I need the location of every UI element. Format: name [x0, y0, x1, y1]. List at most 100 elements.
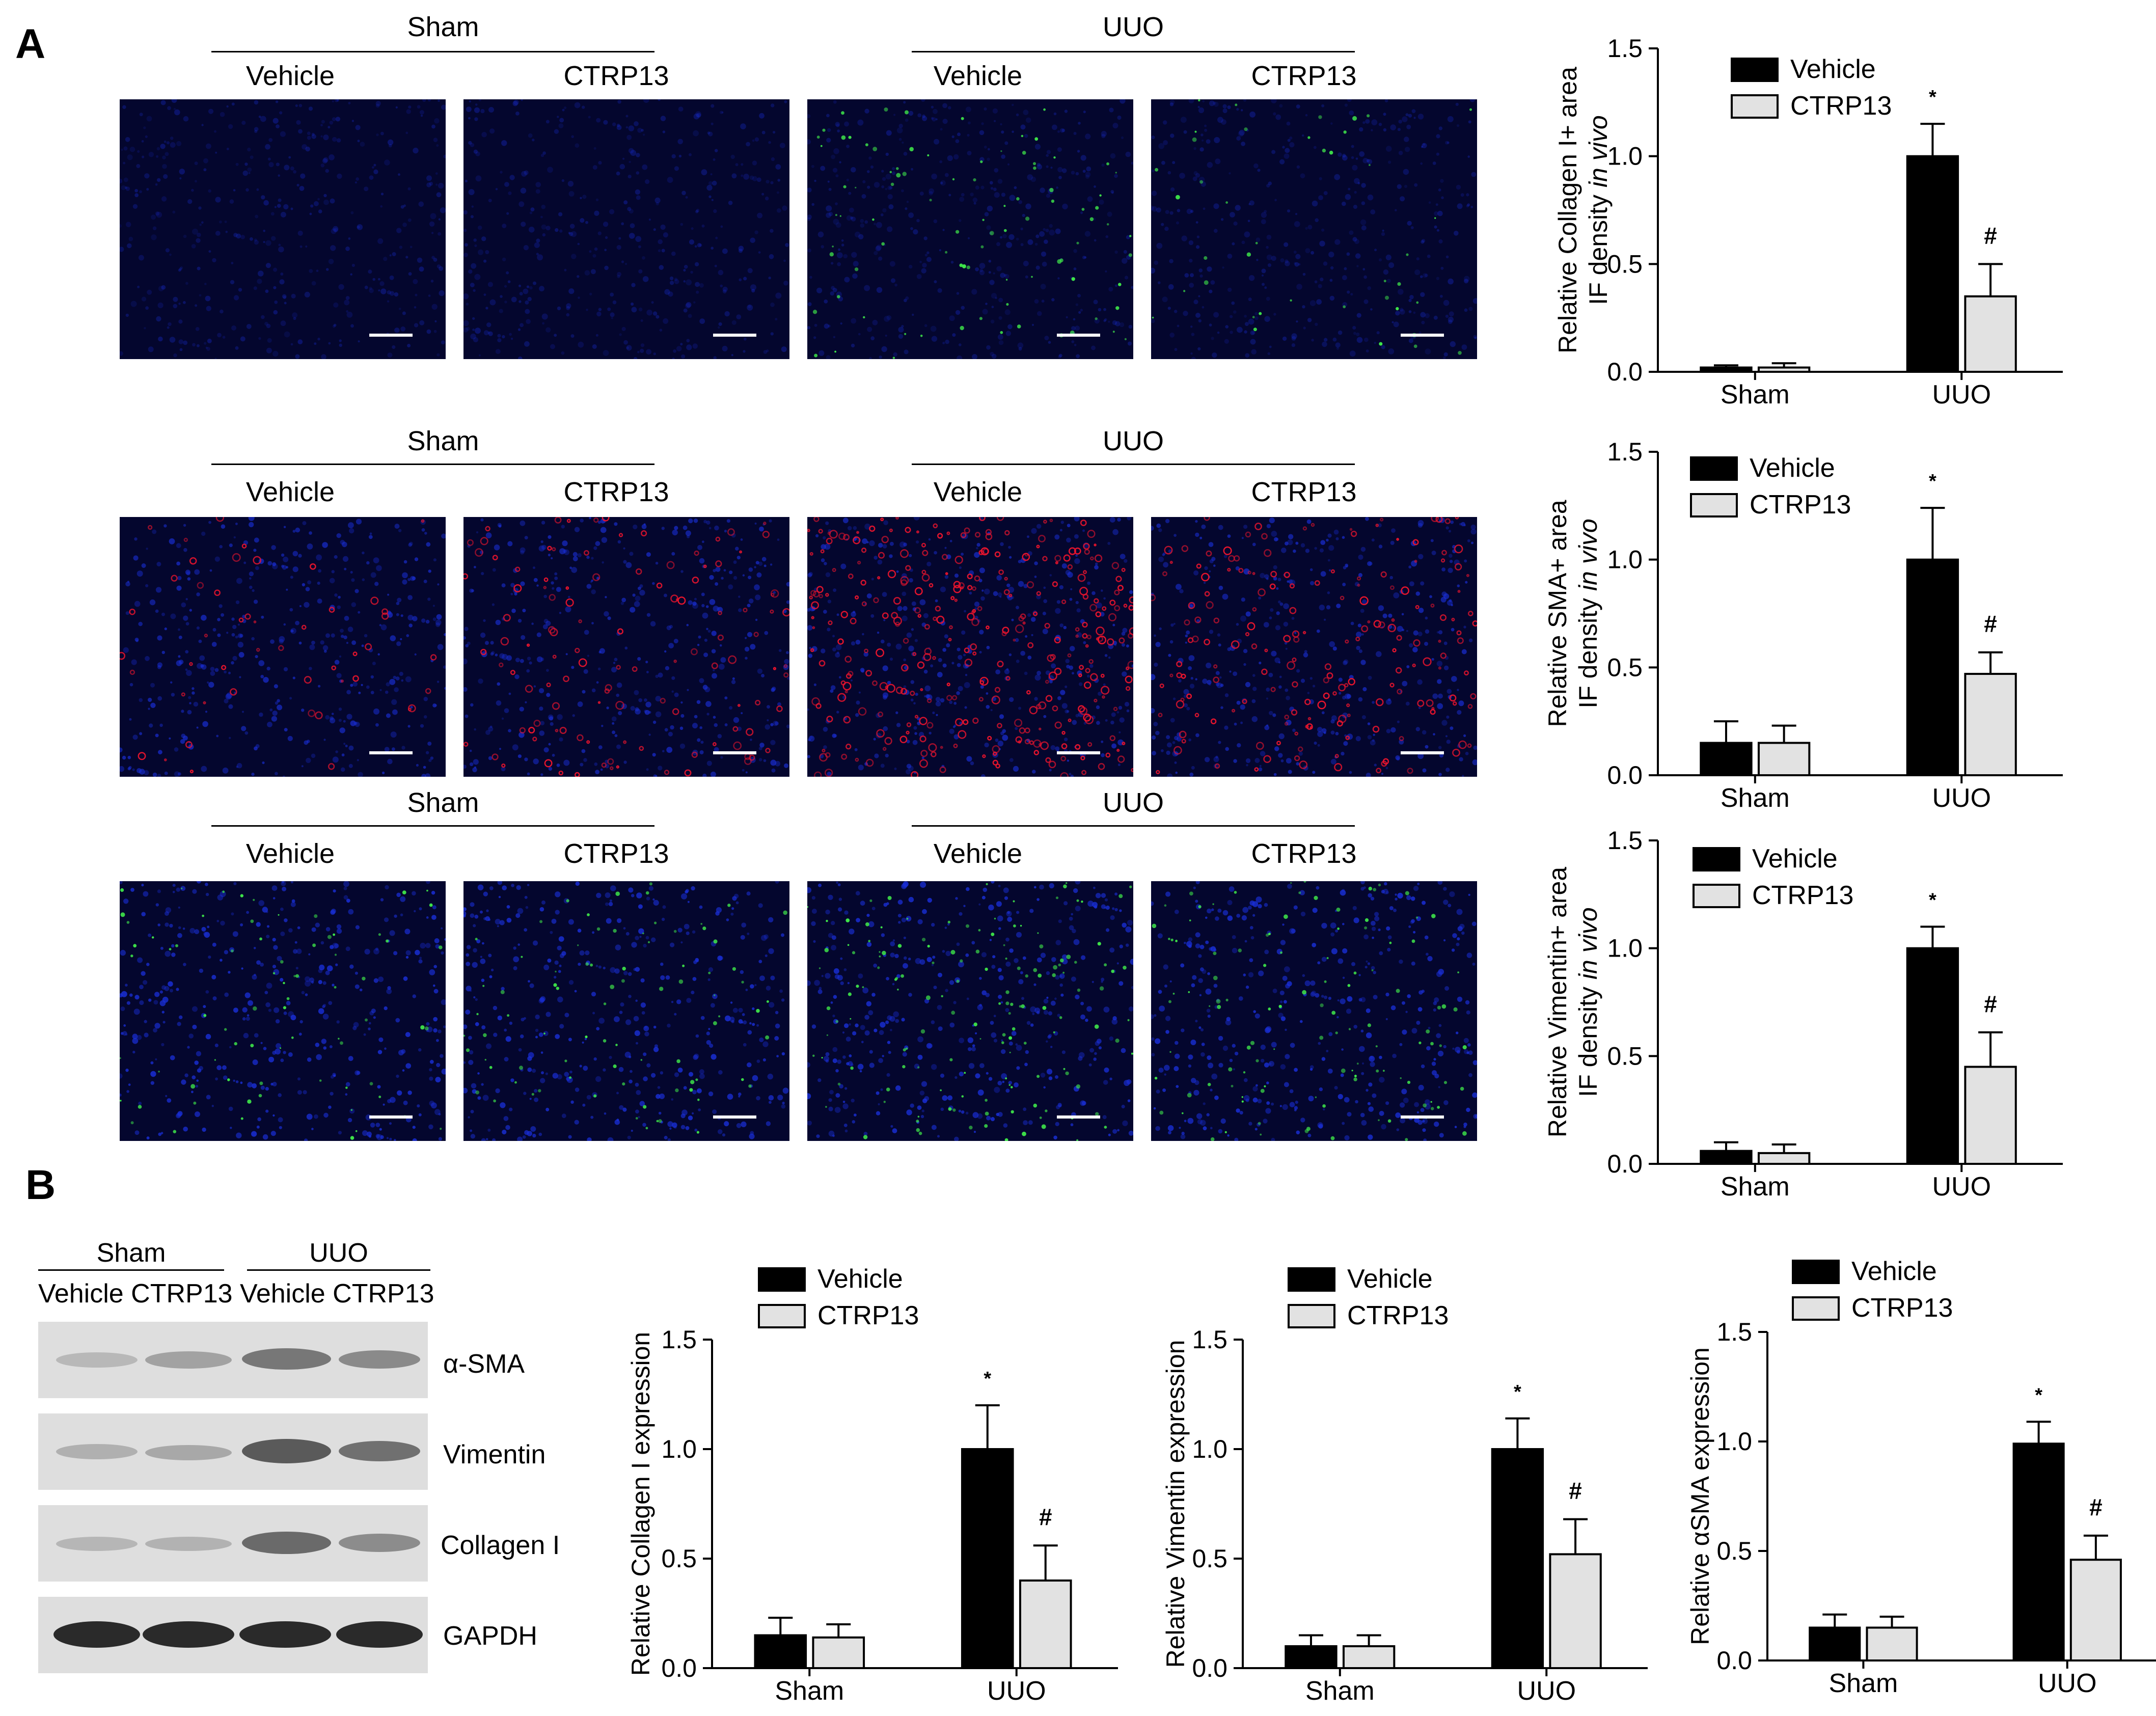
blot-lane-labels: Vehicle CTRP13 Vehicle CTRP13: [38, 1278, 434, 1309]
sma-if-legend-swatch-0: [1690, 456, 1738, 481]
vimentin-if-ytick-label-0: 0.0: [1607, 1150, 1643, 1178]
asma-wb-ytick-label-2: 1.0: [1716, 1427, 1752, 1456]
vimentin-if-bar-ctrp13-1: [1964, 1066, 2017, 1165]
sma-if-bar-vehicle-0: [1700, 742, 1753, 776]
collagen-wb-ytick-label-2: 1.0: [661, 1435, 697, 1463]
asma-wb-legend-label-1: CTRP13: [1851, 1293, 1953, 1323]
sma-if-sig-vehicle-1: *: [1929, 471, 1936, 492]
asma-wb-ytick-label-0: 0.0: [1716, 1646, 1752, 1675]
micrograph-r1-c4: [1151, 99, 1477, 359]
asma-wb-ylabel: Relative αSMA expression: [1686, 1347, 1714, 1645]
asma-wb-ytick-label-1: 0.5: [1716, 1537, 1752, 1565]
collagen-if-bar-vehicle-0: [1700, 366, 1753, 373]
sma-if-ytick-label-2: 1.0: [1607, 546, 1643, 574]
collagen-if-sig-vehicle-1: *: [1929, 87, 1936, 108]
blot-label-asma: α-SMA: [443, 1349, 525, 1379]
vimentin-wb-legend-swatch-0: [1288, 1267, 1335, 1292]
collagen-wb-legend-label-0: Vehicle: [817, 1264, 903, 1294]
row2-sham-ctrp13-label: CTRP13: [563, 477, 669, 507]
lane-label-ctrp13-1: CTRP13: [131, 1279, 233, 1309]
row1-uuo-vehicle-label: Vehicle: [933, 61, 1023, 91]
sma-if-legend-label-0: Vehicle: [1750, 453, 1835, 483]
asma-wb-legend-swatch-0: [1792, 1260, 1840, 1284]
collagen-if-xtick-label-1: UUO: [1932, 380, 1991, 410]
asma-wb-bar-ctrp13-1: [2069, 1559, 2122, 1661]
micrograph-r1-c2: [463, 99, 789, 359]
blot-uuo-header: UUO: [247, 1238, 430, 1268]
lane-label-vehicle-2: Vehicle: [240, 1279, 325, 1309]
row3-sham-group-label: Sham: [407, 787, 479, 818]
row2-uuo-group-label: UUO: [1103, 426, 1164, 456]
collagen-if-ylabel2: IF density in vivo: [1584, 115, 1613, 305]
vimentin-wb-bar-vehicle-0: [1285, 1645, 1338, 1669]
vimentin-if-xtick-label-0: Sham: [1721, 1172, 1790, 1202]
sma-if-legend-label-1: CTRP13: [1750, 490, 1851, 520]
vimentin-wb-sig-ctrp13-1: #: [1569, 1478, 1582, 1504]
sma-if-ytick-label-0: 0.0: [1607, 761, 1643, 789]
vimentin-wb-sig-vehicle-1: *: [1514, 1381, 1521, 1403]
vimentin-wb-bar-vehicle-1: [1491, 1448, 1544, 1669]
vimentin-if-legend-swatch-0: [1693, 847, 1740, 871]
asma-wb-sig-vehicle-1: *: [2035, 1384, 2042, 1406]
row3-uuo-vehicle-label: Vehicle: [933, 838, 1023, 869]
collagen-if-ytick-label-2: 1.0: [1607, 142, 1643, 171]
micrograph-r3-c3: [807, 881, 1133, 1141]
row2-uuo-group-line: [912, 464, 1355, 465]
collagen-if-ylabel: Relative Collagen I+ area: [1553, 67, 1582, 353]
collagen-if-xtick-label-0: Sham: [1721, 380, 1790, 410]
row2-sham-group-line: [211, 464, 654, 465]
collagen-if-legend-label-0: Vehicle: [1790, 55, 1876, 84]
row1-uuo-group-line: [912, 51, 1355, 52]
collagen-wb-legend-swatch-0: [758, 1267, 806, 1292]
collagen-if-legend-label-1: CTRP13: [1790, 91, 1892, 121]
collagen-wb-bar-vehicle-0: [754, 1634, 807, 1669]
micrograph-r2-c3: [807, 517, 1133, 777]
micrograph-r1-c1: [120, 99, 446, 359]
blot-sham-label: Sham: [96, 1238, 166, 1268]
asma-wb-bar-vehicle-1: [2012, 1442, 2065, 1662]
collagen-wb-legend-swatch-1: [758, 1304, 806, 1328]
micrograph-r2-c2: [463, 517, 789, 777]
blot-label-gapdh: GAPDH: [443, 1621, 537, 1651]
blot-uuo-label: UUO: [309, 1238, 368, 1268]
collagen-wb-bar-vehicle-1: [961, 1448, 1014, 1669]
sma-if-ytick-label-3: 1.5: [1607, 438, 1643, 466]
sma-if-legend-swatch-1: [1690, 493, 1738, 517]
collagen-wb-bar-ctrp13-0: [812, 1636, 865, 1670]
row1-uuo-group-label: UUO: [1103, 12, 1164, 42]
vimentin-wb-ytick-label-3: 1.5: [1192, 1325, 1227, 1354]
sma-if-bar-vehicle-1: [1906, 558, 1959, 776]
collagen-if-ytick-label-3: 1.5: [1607, 34, 1643, 63]
collagen-wb-sig-ctrp13-1: #: [1039, 1504, 1052, 1530]
blot-label-vimentin: Vimentin: [443, 1440, 546, 1469]
vimentin-if-legend-label-1: CTRP13: [1752, 881, 1853, 910]
vimentin-if-bar-ctrp13-0: [1757, 1152, 1811, 1165]
row1-sham-group-line: [211, 51, 654, 52]
collagen-if-sig-ctrp13-1: #: [1984, 222, 1997, 249]
row2-sham-vehicle-label: Vehicle: [245, 477, 335, 507]
collagen-if-legend-swatch-1: [1731, 94, 1779, 119]
row1-sham-group-label: Sham: [407, 12, 479, 42]
vimentin-if-sig-vehicle-1: *: [1929, 889, 1936, 911]
collagen-wb-ytick-label-0: 0.0: [661, 1654, 697, 1682]
vimentin-if-bar-vehicle-0: [1700, 1150, 1753, 1165]
collagen-wb-sig-vehicle-1: *: [984, 1368, 991, 1390]
vimentin-wb-ytick-label-1: 0.5: [1192, 1544, 1227, 1573]
row3-sham-ctrp13-label: CTRP13: [563, 838, 669, 869]
vimentin-if-legend-label-0: Vehicle: [1752, 844, 1838, 874]
sma-if-ytick-label-1: 0.5: [1607, 653, 1643, 682]
row3-uuo-group-line: [912, 825, 1355, 827]
vimentin-wb-legend-label-0: Vehicle: [1347, 1264, 1433, 1294]
blot-gapdh: [38, 1597, 428, 1673]
sma-if-sig-ctrp13-1: #: [1984, 611, 1997, 637]
vimentin-if-ylabel2: IF density in vivo: [1574, 907, 1602, 1097]
collagen-wb-ylabel: Relative Collagen I expression: [626, 1332, 655, 1676]
sma-if-bar-ctrp13-0: [1757, 742, 1811, 776]
row2-uuo-vehicle-label: Vehicle: [933, 477, 1023, 507]
asma-wb-ytick-label-3: 1.5: [1716, 1318, 1752, 1346]
collagen-if-bar-ctrp13-0: [1757, 366, 1811, 373]
panel-a-label: A: [15, 21, 46, 67]
collagen-if-bar-vehicle-1: [1906, 155, 1959, 373]
micrograph-r2-c1: [120, 517, 446, 777]
